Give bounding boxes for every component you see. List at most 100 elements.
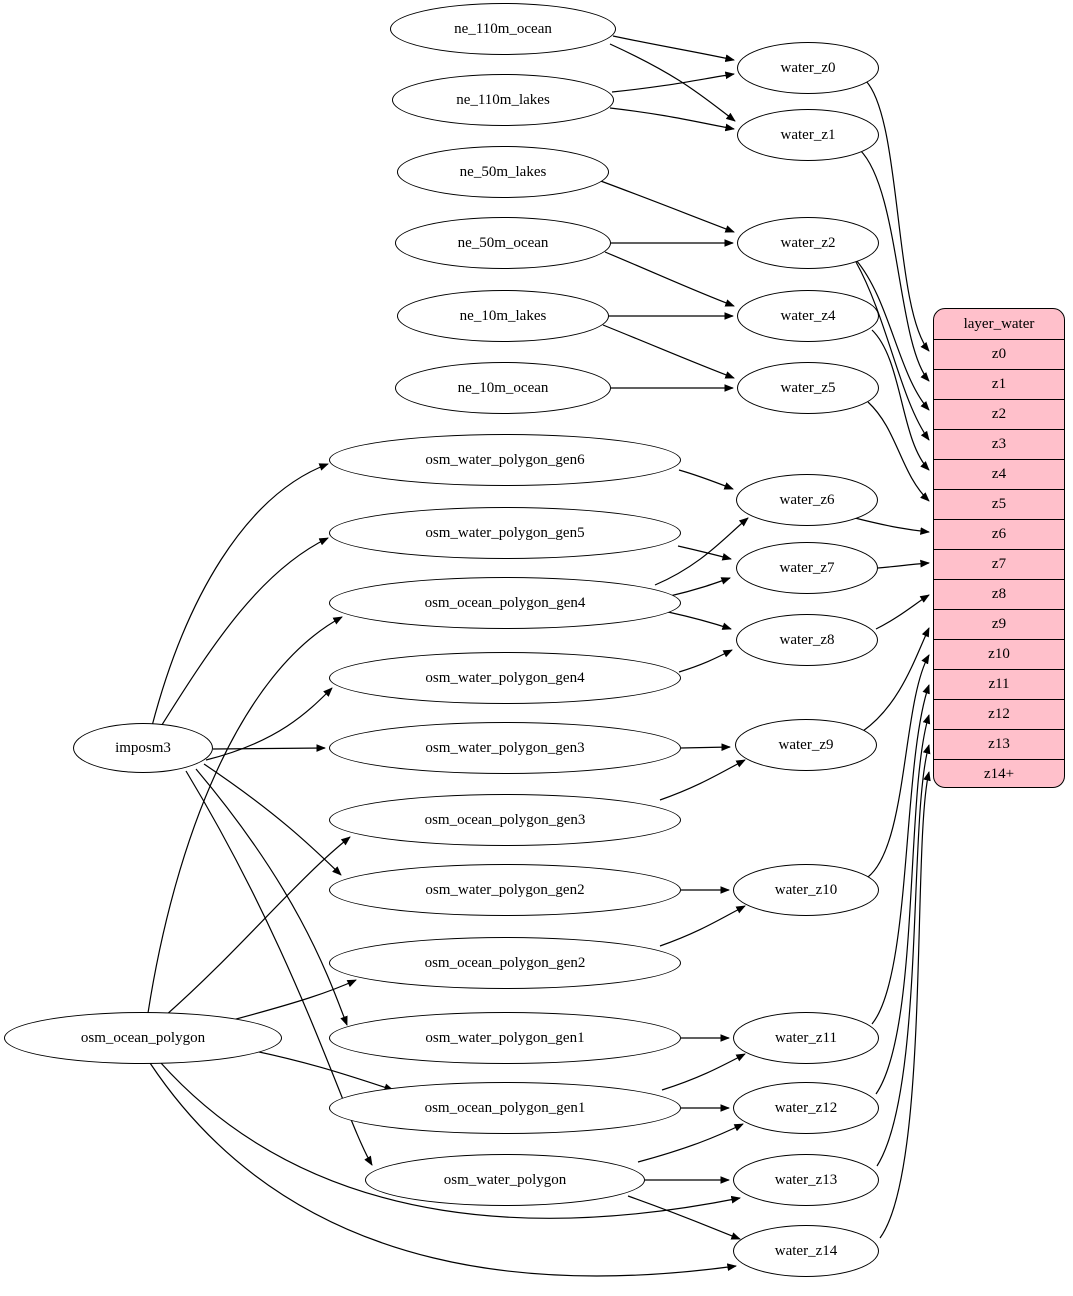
- edge-ne_50m_lakes-to-water_z2: [597, 179, 735, 233]
- node-water_z9: water_z9: [735, 719, 877, 771]
- node-osm_water_polygon_gen2: osm_water_polygon_gen2: [329, 864, 681, 916]
- node-ne_50m_lakes: ne_50m_lakes: [397, 146, 609, 198]
- node-water_z8: water_z8: [736, 614, 878, 666]
- edge-water_z1-to-layer_water:z1: [859, 149, 930, 382]
- node-label-water_z5: water_z5: [780, 379, 836, 396]
- node-osm_water_polygon_gen3: osm_water_polygon_gen3: [329, 722, 681, 774]
- node-label-ne_110m_lakes: ne_110m_lakes: [456, 91, 550, 108]
- node-label-ne_50m_ocean: ne_50m_ocean: [457, 234, 549, 251]
- edge-ne_110m_ocean-to-water_z1: [609, 43, 736, 122]
- edge-osm_ocean_polygon-to-osm_ocean_polygon_gen2: [224, 979, 357, 1023]
- edge-osm_water_polygon-to-water_z14: [627, 1195, 741, 1240]
- record-row-z8: z8: [934, 579, 1064, 609]
- record-row-z12: z12: [934, 699, 1064, 729]
- node-water_z2: water_z2: [737, 217, 879, 269]
- edge-osm_ocean_polygon-to-osm_ocean_polygon_gen4: [147, 616, 343, 1014]
- node-label-water_z1: water_z1: [780, 126, 836, 143]
- record-row-z10: z10: [934, 639, 1064, 669]
- edge-imposm3-to-osm_water_polygon_gen5: [159, 537, 329, 729]
- edge-osm_ocean_polygon-to-osm_ocean_polygon_gen1: [239, 1047, 394, 1091]
- record-row-z0: z0: [934, 339, 1064, 369]
- record-title: layer_water: [963, 315, 1035, 332]
- node-label-osm_ocean_polygon_gen4: osm_ocean_polygon_gen4: [424, 594, 586, 611]
- node-label-ne_50m_lakes: ne_50m_lakes: [459, 163, 547, 180]
- edge-water_z13-to-layer_water:z13: [876, 744, 931, 1167]
- node-osm_water_polygon: osm_water_polygon: [365, 1154, 645, 1206]
- node-osm_ocean_polygon_gen3: osm_ocean_polygon_gen3: [329, 794, 681, 846]
- record-row-z6: z6: [934, 519, 1064, 549]
- node-label-water_z9: water_z9: [778, 736, 834, 753]
- edge-osm_ocean_polygon-to-osm_ocean_polygon_gen3: [164, 836, 351, 1017]
- node-label-water_z11: water_z11: [775, 1029, 837, 1046]
- edge-water_z0-to-layer_water:z0: [865, 80, 930, 352]
- node-label-water_z0: water_z0: [780, 59, 836, 76]
- edge-imposm3-to-osm_water_polygon_gen1: [195, 768, 348, 1026]
- node-ne_110m_ocean: ne_110m_ocean: [390, 3, 616, 55]
- node-water_z5: water_z5: [737, 362, 879, 414]
- node-water_z4: water_z4: [737, 290, 879, 342]
- node-label-water_z4: water_z4: [780, 307, 836, 324]
- record-row-z5: z5: [934, 489, 1064, 519]
- node-label-osm_ocean_polygon_gen3: osm_ocean_polygon_gen3: [424, 811, 586, 828]
- node-osm_water_polygon_gen6: osm_water_polygon_gen6: [329, 434, 681, 486]
- record-row-z11: z11: [934, 669, 1064, 699]
- edge-osm_water_polygon_gen5-to-water_z7: [677, 545, 732, 561]
- node-label-osm_water_polygon_gen4: osm_water_polygon_gen4: [425, 669, 585, 686]
- node-water_z13: water_z13: [733, 1154, 879, 1206]
- layer-water-record: layer_water z0 z1 z2 z3 z4 z5 z6 z7 z8 z9 z10 z11 z12…: [933, 308, 1065, 788]
- edge-ne_110m_ocean-to-water_z0: [612, 35, 735, 62]
- edge-water_z8-to-layer_water:z8: [875, 594, 930, 630]
- edge-imposm3-to-osm_water_polygon_gen6: [151, 463, 329, 727]
- node-label-water_z10: water_z10: [774, 881, 838, 898]
- edge-water_z14-to-layer_water:z14+: [879, 771, 931, 1239]
- node-label-osm_water_polygon_gen2: osm_water_polygon_gen2: [425, 881, 585, 898]
- edge-osm_ocean_polygon_gen2-to-water_z10: [659, 905, 746, 947]
- node-label-osm_ocean_polygon_gen2: osm_ocean_polygon_gen2: [424, 954, 586, 971]
- edge-water_z2-to-layer_water:z3: [855, 261, 930, 441]
- node-label-osm_water_polygon_gen5: osm_water_polygon_gen5: [425, 524, 585, 541]
- node-label-water_z13: water_z13: [774, 1171, 838, 1188]
- edge-ne_50m_ocean-to-water_z4: [604, 251, 735, 307]
- record-row-z4: z4: [934, 459, 1064, 489]
- node-water_z7: water_z7: [736, 542, 878, 594]
- node-label-water_z7: water_z7: [779, 559, 835, 576]
- node-label-water_z12: water_z12: [774, 1099, 838, 1116]
- edge-imposm3-to-osm_water_polygon_gen4: [205, 687, 333, 761]
- node-label-osm_ocean_polygon: osm_ocean_polygon: [80, 1029, 206, 1046]
- edge-osm_ocean_polygon_gen4-to-water_z8: [667, 611, 732, 630]
- edge-osm_water_polygon_gen6-to-water_z6: [678, 469, 734, 490]
- node-water_z0: water_z0: [737, 42, 879, 94]
- node-water_z14: water_z14: [733, 1225, 879, 1277]
- record-row-z2: z2: [934, 399, 1064, 429]
- edge-osm_ocean_polygon-to-water_z14: [149, 1062, 737, 1277]
- record-row-z14+: z14+: [934, 759, 1064, 787]
- node-imposm3: imposm3: [73, 723, 213, 773]
- node-label-water_z2: water_z2: [780, 234, 836, 251]
- edge-osm_ocean_polygon_gen4-to-water_z7: [669, 577, 731, 597]
- edge-imposm3-to-osm_water_polygon_gen3: [212, 744, 326, 752]
- edge-osm_water_polygon-to-water_z12: [637, 1123, 744, 1163]
- node-osm_water_polygon_gen5: osm_water_polygon_gen5: [329, 507, 681, 559]
- edge-ne_110m_lakes-to-water_z0: [611, 71, 735, 93]
- edge-water_z9-to-layer_water:z9: [862, 627, 930, 732]
- node-label-osm_ocean_polygon_gen1: osm_ocean_polygon_gen1: [424, 1099, 586, 1116]
- node-ne_10m_ocean: ne_10m_ocean: [395, 362, 611, 414]
- node-label-water_z6: water_z6: [779, 491, 835, 508]
- edge-osm_water_polygon_gen3-to-water_z9: [680, 743, 731, 752]
- node-osm_water_polygon_gen1: osm_water_polygon_gen1: [329, 1012, 681, 1064]
- node-label-water_z8: water_z8: [779, 631, 835, 648]
- edge-water_z6-to-layer_water:z6: [850, 516, 930, 535]
- record-row-z13: z13: [934, 729, 1064, 759]
- node-ne_50m_ocean: ne_50m_ocean: [395, 217, 611, 269]
- node-osm_ocean_polygon_gen4: osm_ocean_polygon_gen4: [329, 577, 681, 629]
- edge-ne_110m_lakes-to-water_z1: [609, 107, 735, 132]
- node-water_z1: water_z1: [737, 109, 879, 161]
- edge-water_z2-to-layer_water:z2: [855, 259, 930, 411]
- node-osm_ocean_polygon: osm_ocean_polygon: [4, 1012, 282, 1064]
- edge-osm_ocean_polygon-to-water_z13: [159, 1061, 741, 1219]
- edge-osm_water_polygon_gen4-to-water_z8: [678, 649, 733, 673]
- node-osm_water_polygon_gen4: osm_water_polygon_gen4: [329, 652, 681, 704]
- edge-water_z12-to-layer_water:z12: [875, 714, 931, 1095]
